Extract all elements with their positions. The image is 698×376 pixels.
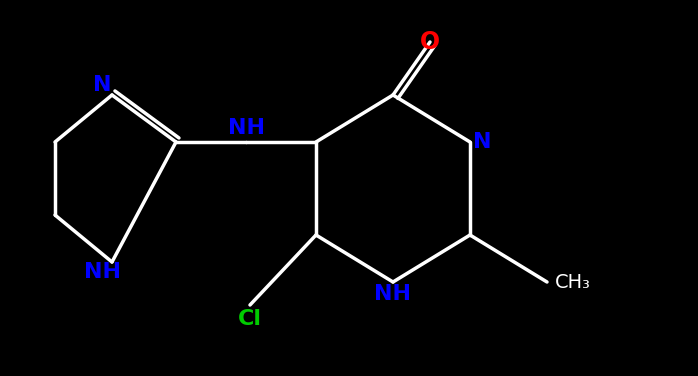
Text: NH: NH xyxy=(375,284,412,304)
Text: N: N xyxy=(93,75,111,95)
Text: NH: NH xyxy=(228,118,265,138)
Text: CH₃: CH₃ xyxy=(555,273,591,291)
Text: Cl: Cl xyxy=(238,309,262,329)
Text: NH: NH xyxy=(84,262,121,282)
Text: N: N xyxy=(473,132,491,152)
Text: O: O xyxy=(420,30,440,54)
